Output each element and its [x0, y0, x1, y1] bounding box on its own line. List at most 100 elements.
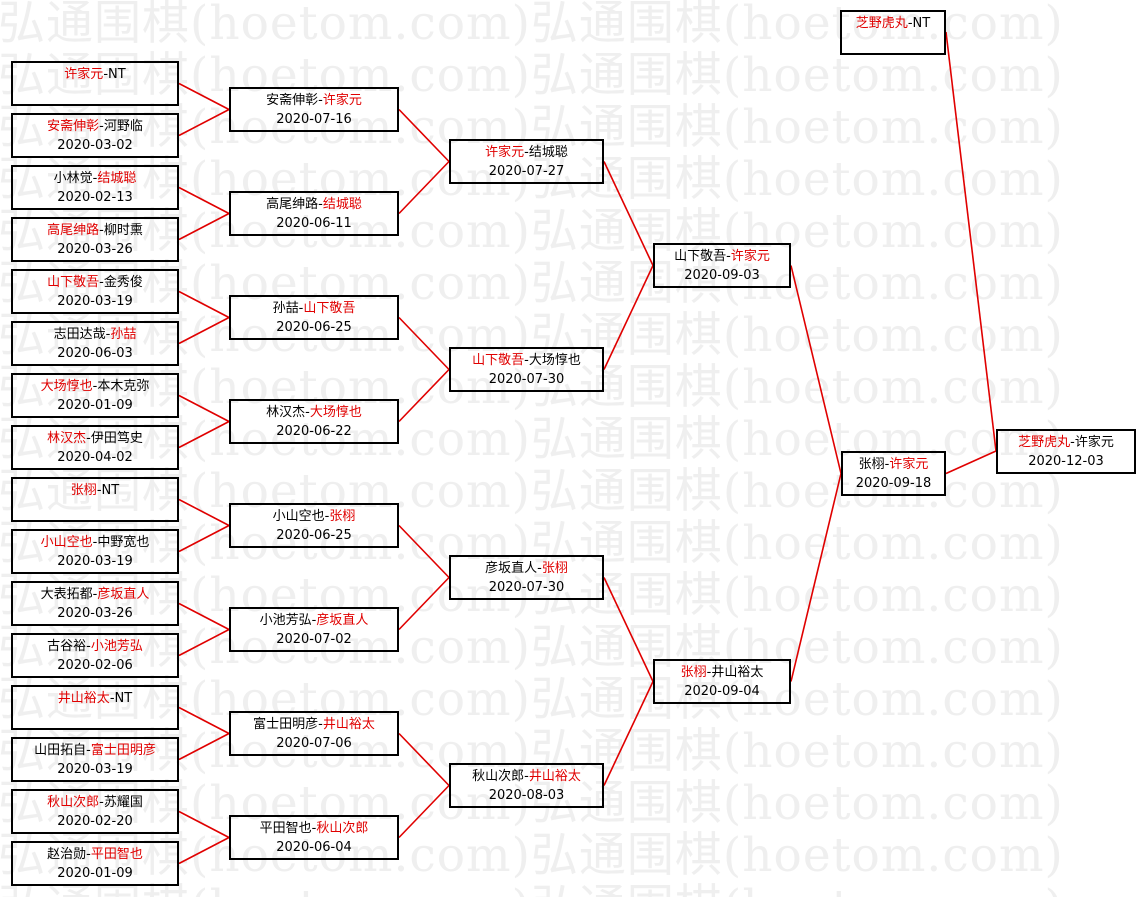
player-1: 富士田明彦 — [253, 717, 319, 732]
match-players: 秋山次郎-井山裕太 — [451, 767, 602, 786]
separator: - — [726, 249, 731, 264]
player-1: 大表拓都 — [40, 587, 93, 602]
separator: - — [298, 301, 304, 316]
player-2: 孙喆 — [110, 327, 137, 342]
match-box: 秋山次郎-井山裕太 2020-08-03 — [449, 763, 604, 808]
separator: - — [884, 457, 890, 472]
separator: - — [99, 223, 104, 238]
match-box: 秋山次郎-苏耀国 2020-02-20 — [11, 789, 179, 834]
player-2: NT — [108, 67, 126, 82]
player-2: NT — [114, 691, 133, 706]
match-players: 山下敬吾-大场惇也 — [451, 351, 602, 370]
player-2: 柳时熏 — [103, 223, 143, 238]
connector-line — [178, 706, 230, 735]
match-players: 林汉杰-大场惇也 — [231, 403, 397, 422]
match-players: 许家元-结城聪 — [451, 143, 602, 162]
match-players: 小池芳弘-彦坂直人 — [231, 611, 397, 630]
player-1: 山田拓自 — [34, 743, 87, 758]
player-1: 许家元 — [64, 67, 104, 82]
match-date: 2020-03-02 — [57, 138, 133, 153]
player-2: 秋山次郎 — [316, 821, 369, 836]
match-date: 2020-03-19 — [57, 762, 133, 777]
player-2: 苏耀国 — [103, 795, 143, 810]
match-date: 2020-09-04 — [684, 684, 760, 699]
player-1: 井山裕太 — [57, 691, 110, 706]
connector-line — [178, 186, 230, 215]
match-date — [13, 708, 177, 727]
match-box: 安斋伸彰-许家元 2020-07-16 — [229, 87, 399, 132]
player-2: 彦坂直人 — [316, 613, 369, 628]
separator: - — [86, 847, 91, 862]
connector-line — [178, 420, 230, 449]
player-2: 平田智也 — [90, 847, 143, 862]
match-date: 2020-01-09 — [57, 398, 133, 413]
separator: - — [103, 67, 109, 82]
connector-line — [945, 450, 997, 475]
match-box: 井山裕太-NT — [11, 685, 179, 730]
player-2: 结城聪 — [322, 197, 362, 212]
match-box: 山田拓自-富士田明彦 2020-03-19 — [11, 737, 179, 782]
match-box: 张栩-许家元 2020-09-18 — [841, 451, 946, 496]
separator: - — [311, 613, 317, 628]
match-date: 2020-06-25 — [276, 528, 352, 543]
player-2: 本木克弥 — [97, 379, 150, 394]
separator: - — [706, 665, 712, 680]
separator: - — [99, 795, 104, 810]
player-1: 赵治勋 — [47, 847, 87, 862]
separator: - — [99, 275, 104, 290]
match-date: 2020-09-03 — [684, 268, 760, 283]
match-date: 2020-06-03 — [57, 346, 133, 361]
match-players: 彦坂直人-张栩 — [451, 559, 602, 578]
separator: - — [318, 717, 323, 732]
player-1: 高尾绅路 — [47, 223, 100, 238]
player-1: 林汉杰 — [266, 405, 306, 420]
player-1: 芝野虎丸 — [855, 15, 908, 31]
player-2: 河野临 — [103, 119, 143, 134]
player-2: 许家元 — [322, 93, 362, 108]
connector-line — [945, 31, 997, 452]
match-box: 许家元-结城聪 2020-07-27 — [449, 139, 604, 184]
match-date: 2020-02-06 — [57, 658, 133, 673]
match-date: 2020-07-30 — [488, 580, 565, 595]
connector-line — [178, 316, 230, 345]
player-2: 张栩 — [541, 561, 568, 576]
match-box: 芝野虎丸-许家元 2020-12-03 — [996, 428, 1136, 474]
player-2: 中野宽也 — [97, 535, 150, 550]
player-1: 张栩 — [70, 483, 97, 498]
player-1: 古谷裕 — [47, 639, 87, 654]
match-date: 2020-06-11 — [276, 216, 352, 231]
separator: - — [318, 93, 323, 108]
separator: - — [92, 535, 98, 550]
match-players: 山田拓自-富士田明彦 — [13, 741, 177, 760]
player-1: 许家元 — [485, 145, 525, 160]
player-1: 大场惇也 — [40, 379, 93, 394]
match-date: 2020-03-19 — [57, 294, 133, 309]
match-box: 志田达哉-孙喆 2020-06-03 — [11, 321, 179, 366]
separator: - — [907, 15, 913, 31]
player-1: 孙喆 — [272, 301, 299, 316]
player-1: 安斋伸彰 — [47, 119, 100, 134]
separator: - — [92, 171, 98, 186]
separator: - — [318, 197, 323, 212]
player-1: 小林觉 — [53, 171, 93, 186]
match-players: 平田智也-秋山次郎 — [231, 819, 397, 838]
player-2: 伊田笃史 — [90, 431, 143, 446]
player-1: 山下敬吾 — [674, 249, 727, 264]
match-date: 2020-03-26 — [57, 242, 133, 257]
match-box: 山下敬吾-许家元 2020-09-03 — [653, 243, 791, 288]
connector-line — [178, 732, 230, 761]
match-players: 高尾绅路-结城聪 — [231, 195, 397, 214]
match-players: 张栩-许家元 — [843, 455, 944, 474]
match-box: 赵治勋-平田智也 2020-01-09 — [11, 841, 179, 886]
match-date — [13, 500, 177, 519]
separator: - — [92, 587, 98, 602]
connector-line — [398, 576, 450, 631]
separator: - — [109, 691, 115, 706]
connector-line — [178, 810, 230, 839]
match-box: 富士田明彦-井山裕太 2020-07-06 — [229, 711, 399, 756]
separator: - — [99, 119, 104, 134]
connector-line — [790, 473, 842, 682]
match-date: 2020-08-03 — [488, 788, 565, 803]
player-1: 平田智也 — [259, 821, 312, 836]
separator: - — [1070, 434, 1075, 450]
